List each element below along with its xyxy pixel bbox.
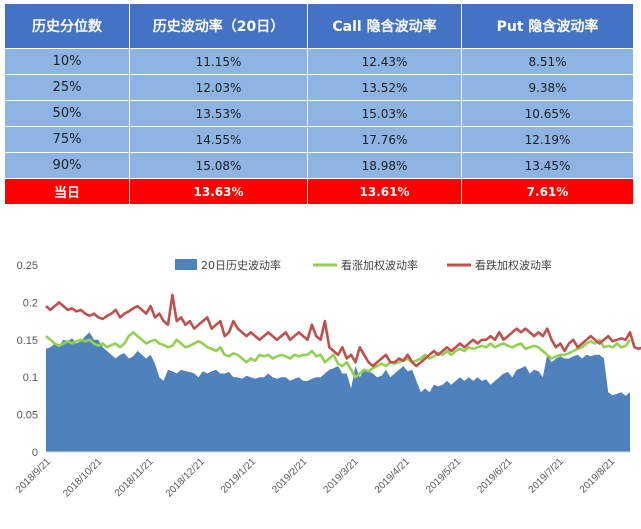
table-row-today: 当日 13.63% 13.61% 7.61% (4, 178, 634, 205)
cell-hv20: 15.08% (129, 152, 308, 179)
series-line-call (45, 331, 632, 379)
plot-area (45, 293, 641, 453)
x-tick-label: 2018/11/21 (113, 456, 156, 499)
cell-percentile: 10% (4, 48, 130, 75)
y-tick-label: 0.25 (17, 260, 38, 272)
cell-put-iv: 8.51% (461, 48, 634, 75)
header-call-iv: Call 隐含波动率 (307, 3, 462, 49)
cell-call-iv: 18.98% (307, 152, 462, 179)
header-hv20: 历史波动率（20日） (129, 3, 308, 49)
cell-call-iv: 17.76% (307, 126, 462, 153)
table-header-row: 历史分位数 历史波动率（20日） Call 隐含波动率 Put 隐含波动率 (4, 3, 634, 49)
cell-put-iv: 10.65% (461, 100, 634, 127)
cell-put-iv: 12.19% (461, 126, 634, 153)
x-tick-label: 2019/4/21 (373, 456, 413, 496)
y-tick-label: 0.05 (17, 410, 38, 422)
cell-call-iv: 13.52% (307, 74, 462, 101)
header-put-iv: Put 隐含波动率 (461, 3, 634, 49)
table-row: 25% 12.03% 13.52% 9.38% (4, 74, 634, 101)
cell-hv20: 12.03% (129, 74, 308, 101)
series-area-hv20 (46, 332, 630, 452)
x-tick-label: 2019/7/21 (527, 456, 567, 496)
cell-today-hv20: 13.63% (129, 178, 308, 205)
table-row: 10% 11.15% 12.43% 8.51% (4, 48, 634, 75)
y-tick-label: 0.2 (23, 297, 38, 309)
legend-label-hv20: 20日历史波动率 (201, 258, 281, 272)
cell-percentile: 50% (4, 100, 130, 127)
table-row: 50% 13.53% 15.03% 10.65% (4, 100, 634, 127)
legend: 20日历史波动率 看涨加权波动率 看跌加权波动率 (175, 258, 552, 272)
volatility-percentile-table: 历史分位数 历史波动率（20日） Call 隐含波动率 Put 隐含波动率 10… (4, 3, 634, 205)
x-tick-label: 2019/2/21 (270, 456, 310, 496)
cell-call-iv: 12.43% (307, 48, 462, 75)
cell-percentile: 75% (4, 126, 130, 153)
cell-today-put-iv: 7.61% (461, 178, 634, 205)
x-axis: 2018/9/21 2018/10/21 2018/11/21 2018/12/21 2… (14, 456, 618, 499)
legend-label-put: 看跌加权波动率 (475, 258, 552, 272)
cell-put-iv: 13.45% (461, 152, 634, 179)
cell-today-label: 当日 (4, 178, 130, 205)
cell-put-iv: 9.38% (461, 74, 634, 101)
legend-label-call: 看涨加权波动率 (341, 258, 418, 272)
cell-hv20: 14.55% (129, 126, 308, 153)
table-row: 75% 14.55% 17.76% 12.19% (4, 126, 634, 153)
series-line-put (45, 293, 641, 368)
x-tick-label: 2019/8/21 (578, 456, 618, 496)
x-tick-label: 2019/3/21 (322, 456, 362, 496)
cell-percentile: 25% (4, 74, 130, 101)
x-tick-label: 2018/9/21 (14, 456, 54, 496)
x-tick-label: 2019/5/21 (424, 456, 464, 496)
header-percentile: 历史分位数 (4, 3, 130, 49)
x-tick-label: 2018/10/21 (61, 456, 104, 499)
y-tick-label: 0.1 (23, 372, 38, 384)
cell-hv20: 13.53% (129, 100, 308, 127)
cell-percentile: 90% (4, 152, 130, 179)
table-row: 90% 15.08% 18.98% 13.45% (4, 152, 634, 179)
cell-hv20: 11.15% (129, 48, 308, 75)
legend-swatch-hv20 (175, 259, 197, 270)
y-tick-label: 0.15 (17, 335, 38, 347)
x-tick-label: 2019/6/21 (475, 456, 515, 496)
cell-today-call-iv: 13.61% (307, 178, 462, 205)
y-axis: 0 0.05 0.1 0.15 0.2 0.25 (17, 260, 38, 459)
y-tick-label: 0 (32, 447, 38, 459)
x-tick-label: 2018/12/21 (164, 456, 207, 499)
volatility-chart: 20日历史波动率 看涨加权波动率 看跌加权波动率 0 0.05 0.1 0.15 0.2… (14, 258, 641, 500)
cell-call-iv: 15.03% (307, 100, 462, 127)
x-tick-label: 2019/1/21 (219, 456, 259, 496)
